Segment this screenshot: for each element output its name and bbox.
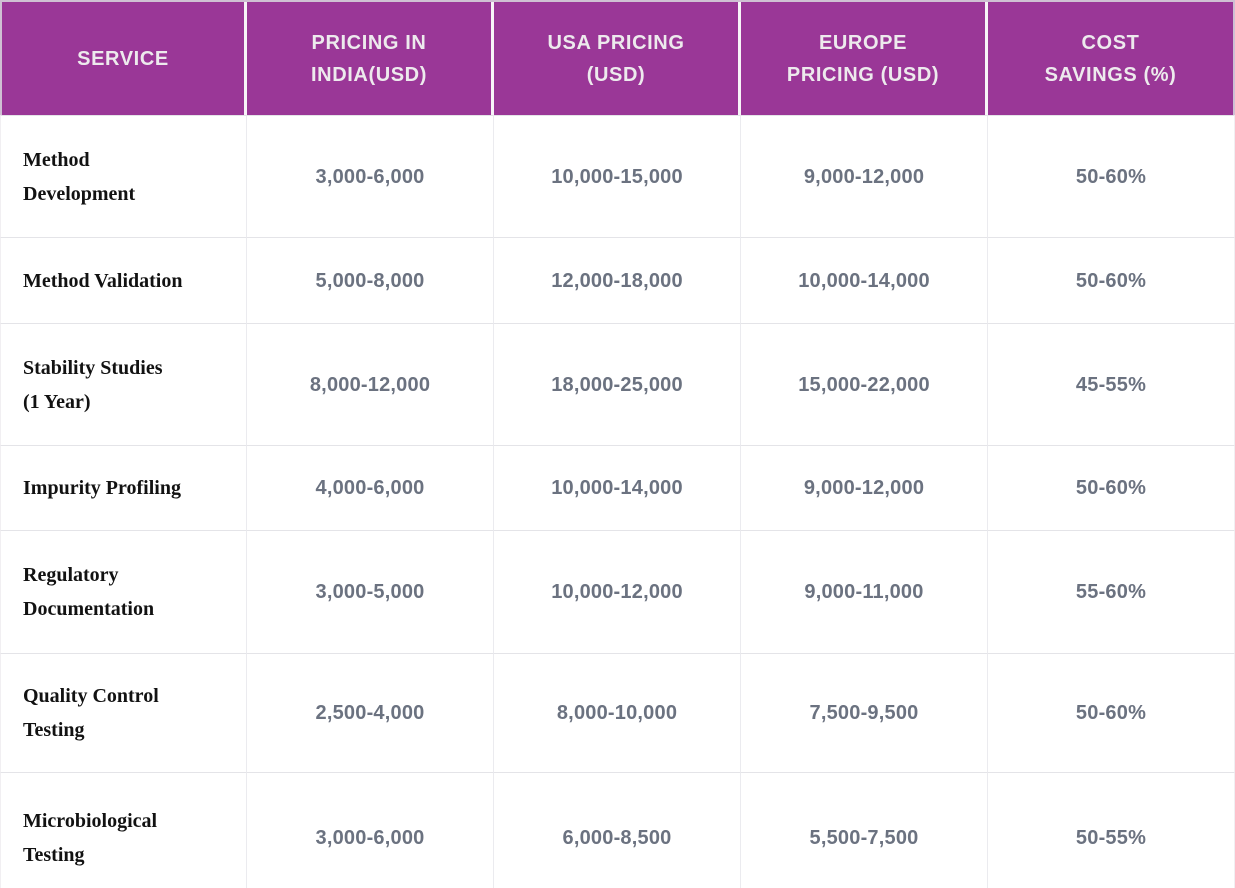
usa-pricing-cell: 12,000-18,000 [494, 237, 741, 323]
service-cell: Quality Control Testing [0, 653, 247, 772]
europe-pricing-cell: 5,500-7,500 [741, 772, 988, 888]
service-cell: Method Development [0, 115, 247, 237]
cost-savings-cell: 50-60% [988, 653, 1235, 772]
europe-pricing-cell: 9,000-12,000 [741, 115, 988, 237]
col-header-europe-pricing: EUROPE PRICING (USD) [741, 2, 988, 115]
col-header-service: SERVICE [0, 2, 247, 115]
india-pricing-cell: 3,000-6,000 [247, 115, 494, 237]
europe-pricing-cell: 7,500-9,500 [741, 653, 988, 772]
india-pricing-cell: 8,000-12,000 [247, 323, 494, 445]
cost-savings-cell: 45-55% [988, 323, 1235, 445]
table-row-method-development: Method Development 3,000-6,000 10,000-15… [0, 115, 1235, 237]
cost-savings-cell: 50-55% [988, 772, 1235, 888]
india-pricing-cell: 2,500-4,000 [247, 653, 494, 772]
table-row-quality-control-testing: Quality Control Testing 2,500-4,000 8,00… [0, 653, 1235, 772]
cost-savings-cell: 50-60% [988, 115, 1235, 237]
usa-pricing-cell: 8,000-10,000 [494, 653, 741, 772]
service-cell: Impurity Profiling [0, 445, 247, 530]
col-header-india-pricing: PRICING IN INDIA(USD) [247, 2, 494, 115]
usa-pricing-cell: 10,000-14,000 [494, 445, 741, 530]
table-row-stability-studies: Stability Studies (1 Year) 8,000-12,000 … [0, 323, 1235, 445]
usa-pricing-cell: 10,000-12,000 [494, 530, 741, 653]
table-row-microbiological-testing: Microbiological Testing 3,000-6,000 6,00… [0, 772, 1235, 888]
india-pricing-cell: 5,000-8,000 [247, 237, 494, 323]
europe-pricing-cell: 10,000-14,000 [741, 237, 988, 323]
usa-pricing-cell: 18,000-25,000 [494, 323, 741, 445]
col-header-cost-savings: COST SAVINGS (%) [988, 2, 1235, 115]
usa-pricing-cell: 10,000-15,000 [494, 115, 741, 237]
usa-pricing-cell: 6,000-8,500 [494, 772, 741, 888]
india-pricing-cell: 3,000-6,000 [247, 772, 494, 888]
service-cell: Regulatory Documentation [0, 530, 247, 653]
table-row-regulatory-documentation: Regulatory Documentation 3,000-5,000 10,… [0, 530, 1235, 653]
table-row-method-validation: Method Validation 5,000-8,000 12,000-18,… [0, 237, 1235, 323]
service-cell: Microbiological Testing [0, 772, 247, 888]
europe-pricing-cell: 9,000-12,000 [741, 445, 988, 530]
india-pricing-cell: 3,000-5,000 [247, 530, 494, 653]
europe-pricing-cell: 15,000-22,000 [741, 323, 988, 445]
table-row-impurity-profiling: Impurity Profiling 4,000-6,000 10,000-14… [0, 445, 1235, 530]
header-row: SERVICE PRICING IN INDIA(USD) USA PRICIN… [0, 2, 1235, 115]
india-pricing-cell: 4,000-6,000 [247, 445, 494, 530]
col-header-usa-pricing: USA PRICING (USD) [494, 2, 741, 115]
europe-pricing-cell: 9,000-11,000 [741, 530, 988, 653]
cost-savings-cell: 50-60% [988, 445, 1235, 530]
cost-savings-cell: 55-60% [988, 530, 1235, 653]
service-cell: Stability Studies (1 Year) [0, 323, 247, 445]
cost-savings-cell: 50-60% [988, 237, 1235, 323]
service-cell: Method Validation [0, 237, 247, 323]
